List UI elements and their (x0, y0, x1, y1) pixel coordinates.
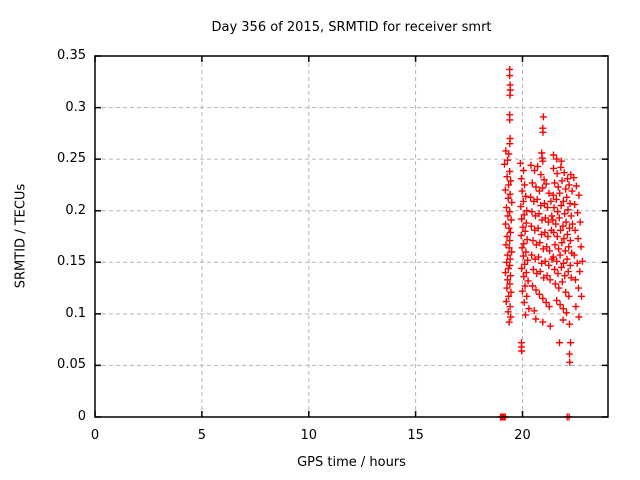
y-tick-label: 0.05 (57, 357, 86, 373)
x-axis-label: GPS time / hours (297, 455, 406, 470)
x-tick-label: 10 (300, 428, 318, 443)
data-points (497, 65, 586, 421)
y-tick-label: 0.35 (57, 48, 86, 63)
y-tick-label: 0.3 (65, 99, 86, 115)
x-tick-label: 0 (90, 428, 100, 443)
y-tick-label: 0.15 (57, 254, 86, 270)
plot-border (94, 55, 609, 418)
x-tick-label: 15 (407, 428, 424, 443)
x-tick-label: 5 (197, 428, 207, 443)
chart-title: Day 356 of 2015, SRMTID for receiver smr… (211, 20, 492, 35)
grid-lines (95, 56, 608, 417)
y-tick-label: 0.2 (65, 202, 86, 218)
y-axis-label: SRMTID / TECUs (13, 183, 29, 289)
x-tick-label: 20 (514, 428, 531, 443)
tick-marks (94, 55, 608, 418)
y-tick-label: 0.25 (57, 151, 86, 167)
y-tick-label: 0.1 (65, 305, 86, 321)
y-tick-label: 0 (77, 409, 86, 424)
